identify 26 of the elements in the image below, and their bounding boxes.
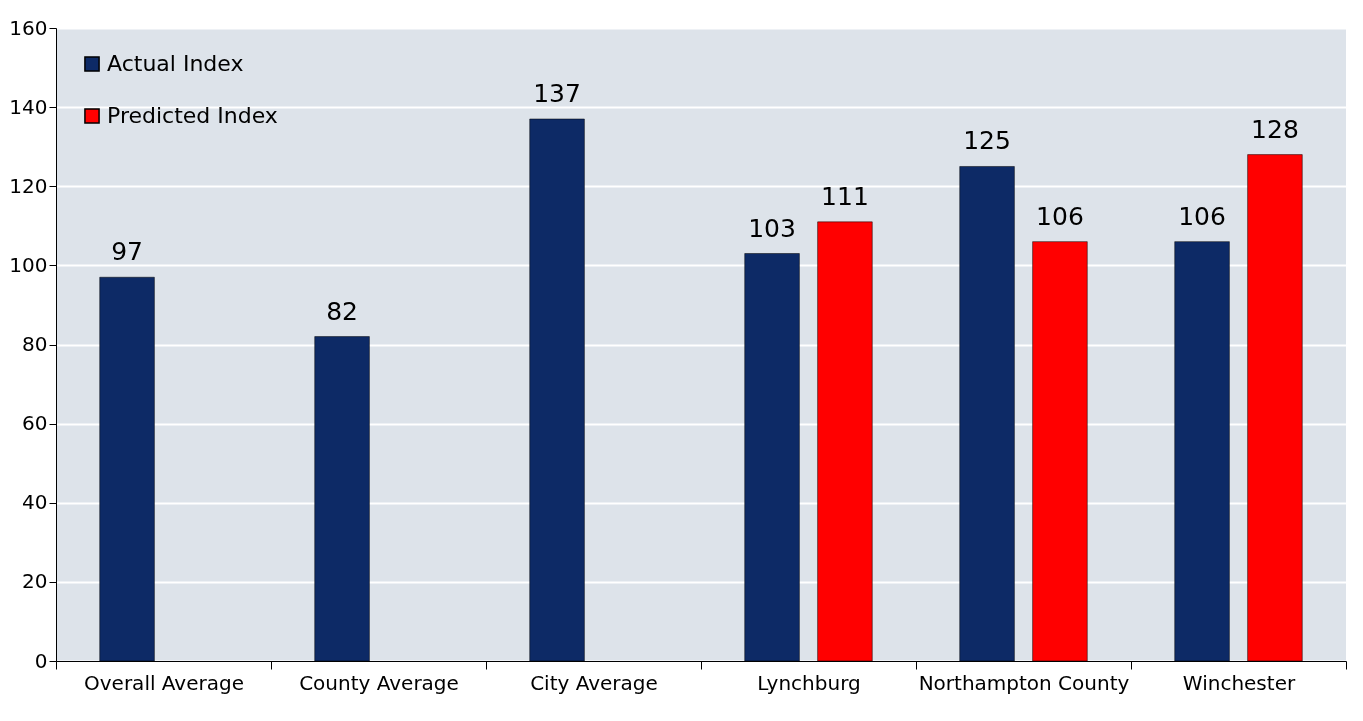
data-label: 106 — [1178, 201, 1226, 231]
data-label: 128 — [1251, 114, 1299, 144]
y-tick-label: 20 — [22, 569, 48, 594]
y-tick-label: 80 — [22, 332, 48, 356]
x-tick-label: Northampton County — [918, 670, 1130, 695]
data-label: 106 — [1036, 201, 1084, 231]
x-tick-label: City Average — [530, 670, 658, 695]
data-label: 137 — [533, 78, 581, 108]
legend-label: Actual Index — [107, 51, 244, 76]
data-label: 125 — [963, 126, 1011, 156]
data-label: 103 — [748, 213, 796, 243]
x-tick-label: Winchester — [1182, 670, 1296, 695]
y-tick-label: 140 — [9, 94, 48, 119]
y-tick-label: 60 — [22, 411, 48, 436]
y-tick-label: 120 — [9, 173, 48, 198]
legend-label: Predicted Index — [107, 103, 278, 128]
y-tick-label: 100 — [9, 252, 48, 277]
data-label: 82 — [326, 296, 358, 326]
y-tick-label: 160 — [9, 15, 48, 40]
x-tick-label: County Average — [299, 670, 459, 695]
y-tick-label: 0 — [34, 648, 48, 673]
data-label: 111 — [821, 181, 869, 211]
x-tick-label: Overall Average — [84, 670, 244, 695]
data-label: 97 — [111, 237, 143, 267]
x-tick-label: Lynchburg — [757, 670, 861, 695]
y-tick-label: 40 — [22, 490, 48, 515]
